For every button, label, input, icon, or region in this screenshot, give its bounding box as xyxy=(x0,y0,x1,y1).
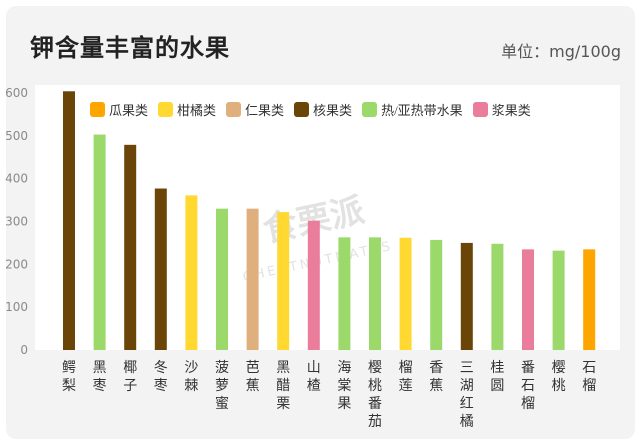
legend-swatch xyxy=(226,102,242,117)
legend-item: 热/亚热带水果 xyxy=(362,100,463,119)
x-tick-label: 鳄梨 xyxy=(62,360,76,394)
y-tick-label: 400 xyxy=(5,172,28,186)
x-tick-label: 冬枣 xyxy=(154,360,168,394)
bar xyxy=(154,188,167,350)
legend-swatch xyxy=(158,102,174,117)
legend-label: 热/亚热带水果 xyxy=(381,103,463,118)
bar xyxy=(307,220,320,350)
bar xyxy=(583,249,596,350)
bar xyxy=(246,208,259,350)
legend-item: 瓜果类 xyxy=(90,100,148,119)
bar xyxy=(491,243,504,350)
x-tick-label: 榴莲 xyxy=(399,360,413,394)
legend-item: 柑橘类 xyxy=(158,100,216,119)
bar xyxy=(338,237,351,350)
legend-label: 柑橘类 xyxy=(177,103,217,118)
legend-swatch xyxy=(472,102,488,117)
legend-label: 核果类 xyxy=(313,103,353,118)
y-tick-label: 600 xyxy=(5,86,28,100)
x-tick-label: 樱桃番茄 xyxy=(368,359,382,430)
y-tick-label: 500 xyxy=(5,129,28,143)
unit-label: 单位：mg/100g xyxy=(501,42,621,61)
bar xyxy=(430,239,443,350)
bar xyxy=(522,249,534,350)
bar xyxy=(185,195,198,350)
y-tick-label: 100 xyxy=(5,300,28,314)
x-tick-label: 山楂 xyxy=(307,360,321,394)
legend-item: 仁果类 xyxy=(226,100,284,119)
legend-label: 仁果类 xyxy=(245,103,285,118)
chart-legend: 瓜果类 柑橘类 仁果类 核果类 热/亚热带水果 浆果类 xyxy=(90,100,620,119)
bar xyxy=(124,144,137,350)
x-tick-label: 石榴 xyxy=(582,360,596,394)
x-tick-label: 芭蕉 xyxy=(246,359,260,394)
x-tick-label: 沙棘 xyxy=(184,360,198,394)
bar xyxy=(460,242,473,350)
legend-swatch xyxy=(294,102,310,117)
legend-swatch xyxy=(90,102,105,117)
legend-swatch xyxy=(362,102,378,117)
chart-title: 钾含量丰富的水果 xyxy=(30,34,230,62)
bar xyxy=(552,250,565,350)
x-tick-label: 黑枣 xyxy=(93,360,107,394)
x-tick-label: 樱桃 xyxy=(552,359,566,394)
bar xyxy=(216,208,228,350)
bar xyxy=(277,212,290,350)
legend-item: 浆果类 xyxy=(472,100,531,119)
legend-item: 核果类 xyxy=(294,100,352,119)
y-tick-label: 200 xyxy=(5,257,28,271)
bar xyxy=(399,237,412,350)
bar xyxy=(369,237,381,350)
y-tick-label: 0 xyxy=(20,343,28,357)
bar xyxy=(93,134,106,350)
x-tick-label: 菠萝蜜 xyxy=(215,360,229,412)
x-tick-label: 椰子 xyxy=(123,360,137,394)
x-tick-label: 海棠果 xyxy=(337,360,351,412)
y-tick-label: 300 xyxy=(5,215,28,229)
x-tick-label: 桂圆 xyxy=(490,360,504,394)
x-tick-label: 黑醋栗 xyxy=(276,360,290,412)
x-tick-label: 香蕉 xyxy=(429,360,443,394)
legend-label: 瓜果类 xyxy=(109,103,149,118)
x-tick-label: 三湖红橘 xyxy=(460,360,474,430)
legend-label: 浆果类 xyxy=(491,103,531,118)
x-tick-label: 番石榴 xyxy=(521,360,535,412)
bar xyxy=(63,91,75,350)
